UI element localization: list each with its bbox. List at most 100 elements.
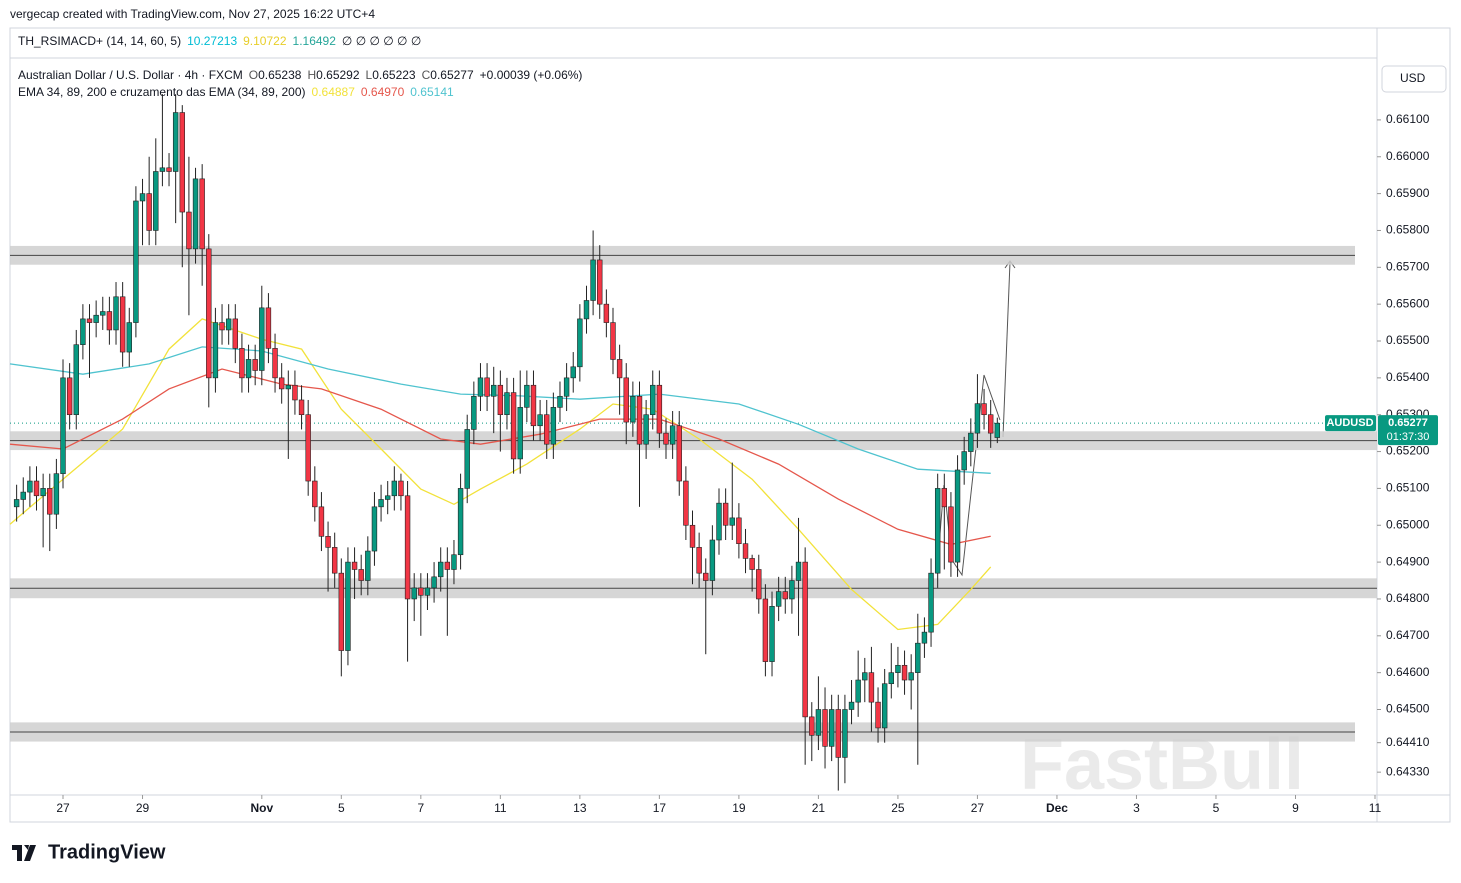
candle-body xyxy=(703,572,709,581)
symbol-tag xyxy=(1325,415,1376,432)
ema-row: EMA 34, 89, 200 e cruzamento das EMA (34… xyxy=(18,85,460,99)
logo-mark xyxy=(12,845,36,861)
candle-body xyxy=(689,524,696,548)
candle-body xyxy=(676,425,682,482)
candle-body xyxy=(192,178,199,250)
x-tick-label: 13 xyxy=(573,801,587,815)
frame xyxy=(9,27,1451,823)
y-tick-label: 0.64600 xyxy=(1386,665,1430,679)
currency-box[interactable] xyxy=(1381,65,1447,93)
candle-body xyxy=(106,311,113,331)
candle-body xyxy=(418,587,424,596)
ema-title: EMA 34, 89, 200 e cruzamento das EMA (34… xyxy=(18,85,306,99)
candle-body xyxy=(365,550,371,581)
indicator-value: 9.10722 xyxy=(243,34,287,48)
candle-body xyxy=(716,502,722,541)
candle-body xyxy=(928,572,934,633)
candle-body xyxy=(630,395,636,423)
candle-body xyxy=(491,384,497,397)
y-tick-label: 0.65100 xyxy=(1386,481,1430,495)
candle-body xyxy=(497,384,504,416)
candle-body xyxy=(27,480,33,493)
candle-body xyxy=(471,395,477,430)
x-tick-label: 19 xyxy=(732,801,746,815)
candle-body xyxy=(968,432,974,452)
symbol-tag-text: AUDUSD xyxy=(1326,417,1373,429)
y-tick-label: 0.66000 xyxy=(1386,149,1430,163)
candle-body xyxy=(802,561,808,718)
candle-body xyxy=(451,554,457,570)
candle-body xyxy=(272,348,278,379)
x-tick-label: 25 xyxy=(891,801,905,815)
candle-body xyxy=(159,167,166,172)
candle-body xyxy=(411,587,417,600)
candle-body xyxy=(683,480,689,526)
candle-body xyxy=(438,561,444,578)
candle-body xyxy=(524,384,530,408)
candle-body xyxy=(351,561,358,570)
price-tag-value: 0.65277 xyxy=(1388,417,1428,429)
candle-body xyxy=(431,576,437,589)
ohlc-value: 0.65238 xyxy=(258,68,302,82)
candle-body xyxy=(40,488,46,497)
candle-body xyxy=(981,403,987,416)
candle-body xyxy=(146,193,152,231)
candle-body xyxy=(530,384,537,427)
candle-body xyxy=(961,451,967,471)
candle-body xyxy=(597,259,603,305)
y-tick-label: 0.65500 xyxy=(1386,333,1430,347)
x-tick-label: Nov xyxy=(250,801,273,815)
candle-body xyxy=(636,395,643,445)
candle-body xyxy=(987,414,994,434)
candle-body xyxy=(577,318,583,368)
candle-body xyxy=(590,259,596,301)
candle-body xyxy=(544,414,550,445)
y-tick-label: 0.65000 xyxy=(1386,517,1430,531)
candle-body xyxy=(60,377,66,474)
candle-body xyxy=(298,399,305,416)
ohlc-label: C xyxy=(421,68,431,82)
candle-body xyxy=(756,569,762,600)
candle-body xyxy=(278,377,285,390)
candle-body xyxy=(126,322,132,353)
candle-body xyxy=(563,377,570,397)
candle-body xyxy=(398,480,404,497)
change: +0.00039 (+0.06%) xyxy=(479,68,583,82)
candle-body xyxy=(20,491,26,500)
y-tick-label: 0.64330 xyxy=(1386,764,1430,778)
candle-body xyxy=(239,348,245,379)
y-tick-label: 0.65800 xyxy=(1386,223,1430,237)
candle-body xyxy=(53,473,60,515)
candle-body xyxy=(119,296,126,353)
candle-body xyxy=(782,591,788,600)
candle-body xyxy=(901,664,908,681)
candle-body xyxy=(795,561,802,581)
candle-body xyxy=(212,322,219,379)
indicator-row: TH_RSIMACD+ (14, 14, 60, 5) 10.27213 9.107… xyxy=(18,34,427,48)
candle-body xyxy=(954,469,961,563)
candle-body xyxy=(583,300,590,320)
indicator-placeholders: ∅ ∅ ∅ ∅ ∅ ∅ xyxy=(341,34,422,48)
x-tick-label: 3 xyxy=(1133,801,1140,815)
candle-body xyxy=(13,499,20,508)
candle-body xyxy=(424,587,431,596)
candle-body xyxy=(305,414,311,482)
candle-body xyxy=(974,403,981,434)
candle-body xyxy=(292,384,298,401)
x-tick-label: Dec xyxy=(1046,801,1068,815)
candle-body xyxy=(696,547,702,574)
candle-body xyxy=(915,642,921,673)
y-tick-label: 0.66100 xyxy=(1386,112,1430,126)
candle-body xyxy=(875,701,881,729)
x-tick-label: 29 xyxy=(136,801,150,815)
ohlc-value: 0.65223 xyxy=(372,68,416,82)
candle-body xyxy=(391,480,398,497)
candle-body xyxy=(855,679,861,703)
x-tick-label: 7 xyxy=(417,801,424,815)
y-tick-label: 0.65600 xyxy=(1386,296,1430,310)
candle-body xyxy=(736,517,742,544)
candle-body xyxy=(868,672,875,703)
candle-body xyxy=(722,502,729,526)
x-tick-label: 17 xyxy=(653,801,667,815)
